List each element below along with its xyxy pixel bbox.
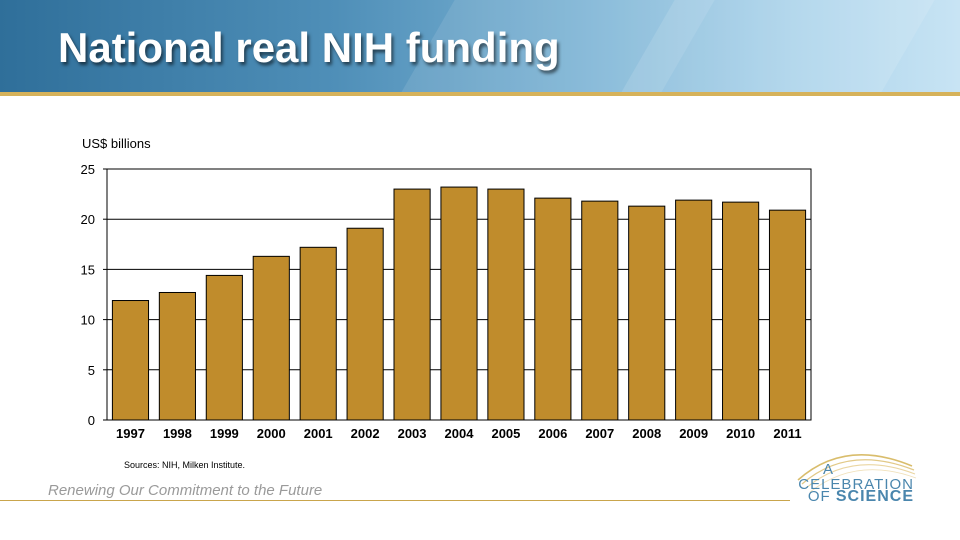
footer-divider [0, 500, 790, 501]
footer-tagline: Renewing Our Commitment to the Future [48, 482, 323, 499]
x-tick-label: 2011 [773, 426, 801, 441]
bar-1999 [205, 274, 243, 421]
x-tick-label: 1997 [116, 426, 145, 441]
bar-2011 [768, 209, 807, 421]
x-tick-label: 2007 [585, 426, 614, 441]
y-tick-label: 25 [81, 162, 95, 177]
title-banner: National real NIH funding [0, 0, 960, 92]
logo-word-celebration: CELEBRATION [798, 476, 914, 493]
y-tick-label: 15 [81, 262, 95, 277]
x-tick-label: 1998 [163, 426, 192, 441]
y-axis-label: US$ billions [82, 136, 151, 151]
x-tick-label: 2010 [726, 426, 755, 441]
bar-2000 [252, 255, 290, 421]
logo-word-science: SCIENCE [835, 488, 914, 505]
x-tick-label: 2006 [538, 426, 567, 441]
x-tick-label: 2005 [491, 426, 520, 441]
slide-title: National real NIH funding [58, 24, 560, 71]
y-tick-label: 0 [88, 413, 95, 428]
bar-2006 [534, 197, 572, 421]
source-note: Sources: NIH, Milken Institute. [124, 460, 246, 470]
bar-2002 [346, 227, 384, 421]
x-tick-label: 2008 [632, 426, 661, 441]
y-tick-label: 10 [81, 313, 95, 328]
x-tick-label: 2000 [257, 426, 286, 441]
title-divider [0, 92, 960, 96]
x-tick-label: 2009 [679, 426, 708, 441]
y-tick-label: 5 [88, 363, 95, 378]
bar-2003 [393, 188, 431, 421]
logo-word-a: A [822, 461, 834, 478]
logo-word-of: OF [807, 488, 831, 505]
bar-2004 [440, 186, 478, 421]
logo-word-of-science: OF SCIENCE [808, 489, 914, 505]
bar-2009 [675, 199, 713, 421]
bar-2001 [299, 246, 337, 421]
x-tick-label: 1999 [210, 426, 239, 441]
x-tick-label: 2001 [304, 426, 333, 441]
bar-2008 [628, 205, 666, 421]
x-tick-label: 2003 [398, 426, 427, 441]
bar-1998 [158, 291, 196, 421]
bar-2010 [722, 201, 760, 421]
bar-2007 [581, 200, 619, 421]
plot-frame [106, 168, 812, 421]
y-tick-label: 20 [81, 212, 95, 227]
x-tick-label: 2004 [445, 426, 475, 441]
bar-2005 [487, 188, 525, 421]
celebration-logo-arcs [797, 454, 917, 493]
bar-1997 [111, 300, 150, 421]
x-tick-label: 2002 [351, 426, 380, 441]
